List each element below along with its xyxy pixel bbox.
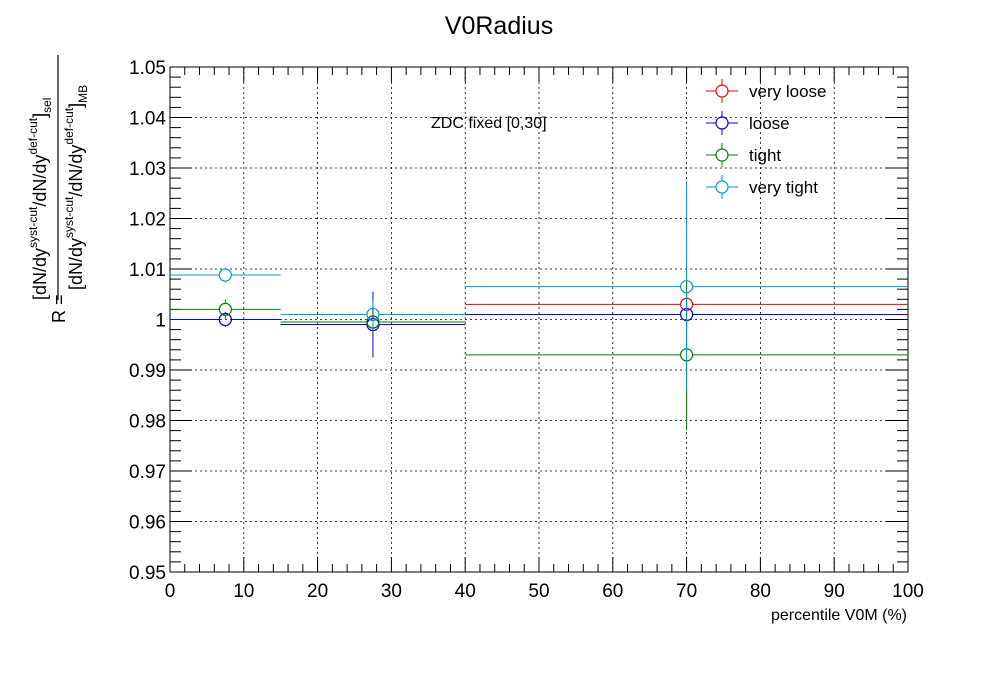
- x-tick-labels: 0 10 20 30 40 50 60 70 80 90 100: [165, 581, 924, 602]
- legend-entry: very loose: [706, 79, 826, 103]
- series-very-tight: [170, 183, 908, 391]
- x-tick-label: 40: [455, 581, 476, 602]
- data-point: [218, 312, 232, 327]
- y-axis-label-denominator: [dN/dysyst-cut/dN/dydef-cut]MB: [62, 85, 90, 290]
- data-point: [679, 280, 694, 294]
- y-tick-label: 1.01: [129, 260, 166, 281]
- legend-entry: loose: [706, 111, 790, 135]
- annotation-text: ZDC fixed [0,30]: [431, 115, 547, 132]
- grid: [170, 67, 908, 572]
- y-axis-label-numerator: [dN/dysyst-cut/dN/dydef-cut]sel: [26, 98, 54, 300]
- y-tick-label: 1.03: [129, 159, 166, 180]
- legend-marker: [715, 148, 729, 162]
- x-axis-label: percentile V0M (%): [771, 607, 907, 624]
- y-tick-label: 0.97: [129, 462, 166, 483]
- legend: very loose loose tight very tight: [706, 79, 826, 199]
- legend-marker: [715, 84, 729, 98]
- x-tick-label: 50: [528, 581, 549, 602]
- x-tick-label: 0: [165, 581, 176, 602]
- x-tick-label: 20: [307, 581, 328, 602]
- legend-label: tight: [749, 146, 781, 165]
- x-tick-label: 70: [676, 581, 697, 602]
- y-tick-label: 0.96: [129, 513, 166, 534]
- y-tick-label: 0.98: [129, 412, 166, 433]
- x-tick-label: 80: [750, 581, 771, 602]
- y-tick-label: 0.99: [129, 361, 166, 382]
- y-tick-label: 0.95: [129, 563, 166, 584]
- legend-marker: [715, 116, 729, 130]
- chart-title: V0Radius: [445, 12, 553, 40]
- data-point: [366, 307, 380, 322]
- legend-label: very loose: [749, 82, 826, 101]
- y-tick-label: 1.02: [129, 210, 166, 231]
- data-point: [218, 268, 232, 282]
- tick-marks: [169, 66, 909, 573]
- y-axis-label: R = [dN/dysyst-cut/dN/dydef-cut]sel [dN/…: [26, 55, 90, 323]
- y-tick-label: 1.05: [129, 58, 166, 79]
- legend-label: very tight: [749, 178, 818, 197]
- y-axis-label-prefix: R =: [49, 294, 69, 323]
- data-series: [170, 183, 908, 431]
- x-tick-label: 100: [892, 581, 924, 602]
- x-tick-label: 10: [233, 581, 254, 602]
- y-tick-labels: 0.95 0.96 0.97 0.98 0.99 1 1.01 1.02 1.03 1.04 1.0…: [129, 58, 166, 584]
- x-tick-label: 60: [602, 581, 623, 602]
- legend-entry: very tight: [706, 175, 818, 199]
- data-point: [218, 302, 232, 316]
- y-tick-label: 1: [155, 311, 166, 332]
- x-tick-label: 30: [381, 581, 402, 602]
- y-tick-label: 1.04: [129, 109, 166, 130]
- legend-entry: tight: [706, 143, 781, 167]
- legend-marker: [715, 180, 729, 194]
- x-tick-label: 90: [824, 581, 845, 602]
- legend-label: loose: [749, 114, 790, 133]
